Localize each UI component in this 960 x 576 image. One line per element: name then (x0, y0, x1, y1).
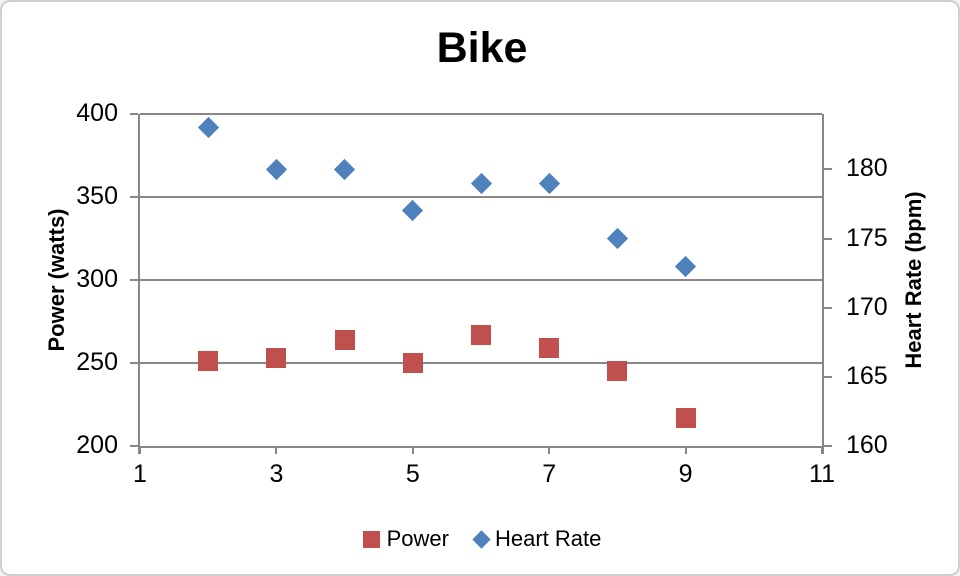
right-axis-line (822, 114, 824, 454)
left-axis-tick-label: 300 (76, 265, 118, 293)
left-axis-tick (130, 279, 138, 281)
legend-entry-heart-rate: Heart Rate (472, 526, 602, 552)
x-axis-tick-label: 9 (678, 460, 693, 488)
chart-title: Bike (436, 24, 528, 72)
plot-area: 200 250 300 350 400 160 165 170 175 180 1 3 5 7 9 11 (76, 101, 887, 487)
power-marker (675, 407, 696, 428)
right-axis-tick-label: 165 (846, 361, 888, 390)
x-axis-tick-label: 7 (542, 460, 557, 488)
left-axis-tick-label: 350 (76, 182, 118, 210)
heart-rate-marker (333, 158, 356, 180)
right-axis-tick-label: 160 (846, 431, 888, 459)
right-axis-tick (824, 445, 832, 447)
legend-label: Power (386, 526, 449, 551)
major-gridline (140, 279, 822, 281)
heart-rate-marker (265, 158, 287, 180)
power-marker (334, 329, 355, 350)
x-axis-tick (548, 446, 551, 454)
right-axis-tick (824, 168, 832, 171)
major-gridline (140, 196, 822, 198)
power-marker (402, 353, 423, 373)
heart-rate-marker (402, 200, 424, 222)
left-axis-tick (130, 445, 138, 447)
square-marker-icon (362, 530, 380, 548)
major-gridline (140, 113, 822, 115)
x-axis-tick-label: 1 (133, 460, 147, 488)
right-axis-tick-label: 170 (846, 292, 888, 321)
power-marker (539, 338, 560, 359)
right-axis-tick (824, 306, 832, 309)
heart-rate-marker (538, 172, 560, 194)
power-marker (607, 361, 628, 382)
x-axis-tick (411, 446, 414, 454)
heart-rate-marker (606, 227, 628, 250)
power-marker (266, 348, 287, 369)
right-axis-title: Heart Rate (bpm) (901, 191, 926, 369)
power-marker (471, 324, 491, 345)
left-axis-tick (130, 113, 138, 115)
left-axis-title: Power (watts) (44, 208, 69, 352)
x-axis-tick (821, 446, 823, 454)
x-axis-tick-label: 11 (809, 460, 835, 488)
x-axis-tick (139, 446, 141, 454)
right-axis-tick-label: 175 (846, 223, 888, 252)
legend-entry-power: Power (362, 526, 449, 552)
left-axis-tick-label: 250 (76, 348, 118, 376)
x-axis-tick-label: 3 (269, 460, 284, 488)
legend: Power Heart Rate (2, 524, 958, 554)
left-axis-tick-label: 400 (76, 99, 118, 127)
x-axis-line (140, 446, 824, 448)
left-axis-tick (130, 196, 138, 198)
legend-label: Heart Rate (494, 526, 602, 551)
diamond-marker-icon (472, 529, 491, 549)
right-axis-tick (824, 237, 832, 240)
x-axis-tick (275, 446, 278, 454)
right-axis-tick (824, 375, 832, 378)
major-gridline (140, 362, 822, 364)
x-axis-tick (684, 446, 687, 454)
x-axis-tick-label: 5 (405, 460, 420, 488)
left-axis-tick (130, 362, 138, 364)
heart-rate-marker (674, 255, 697, 277)
left-axis-line (138, 114, 140, 454)
left-axis-tick-label: 200 (76, 431, 118, 459)
heart-rate-marker (470, 172, 492, 194)
right-axis-tick-label: 180 (846, 154, 888, 183)
power-marker (198, 351, 219, 372)
heart-rate-marker (197, 117, 219, 139)
